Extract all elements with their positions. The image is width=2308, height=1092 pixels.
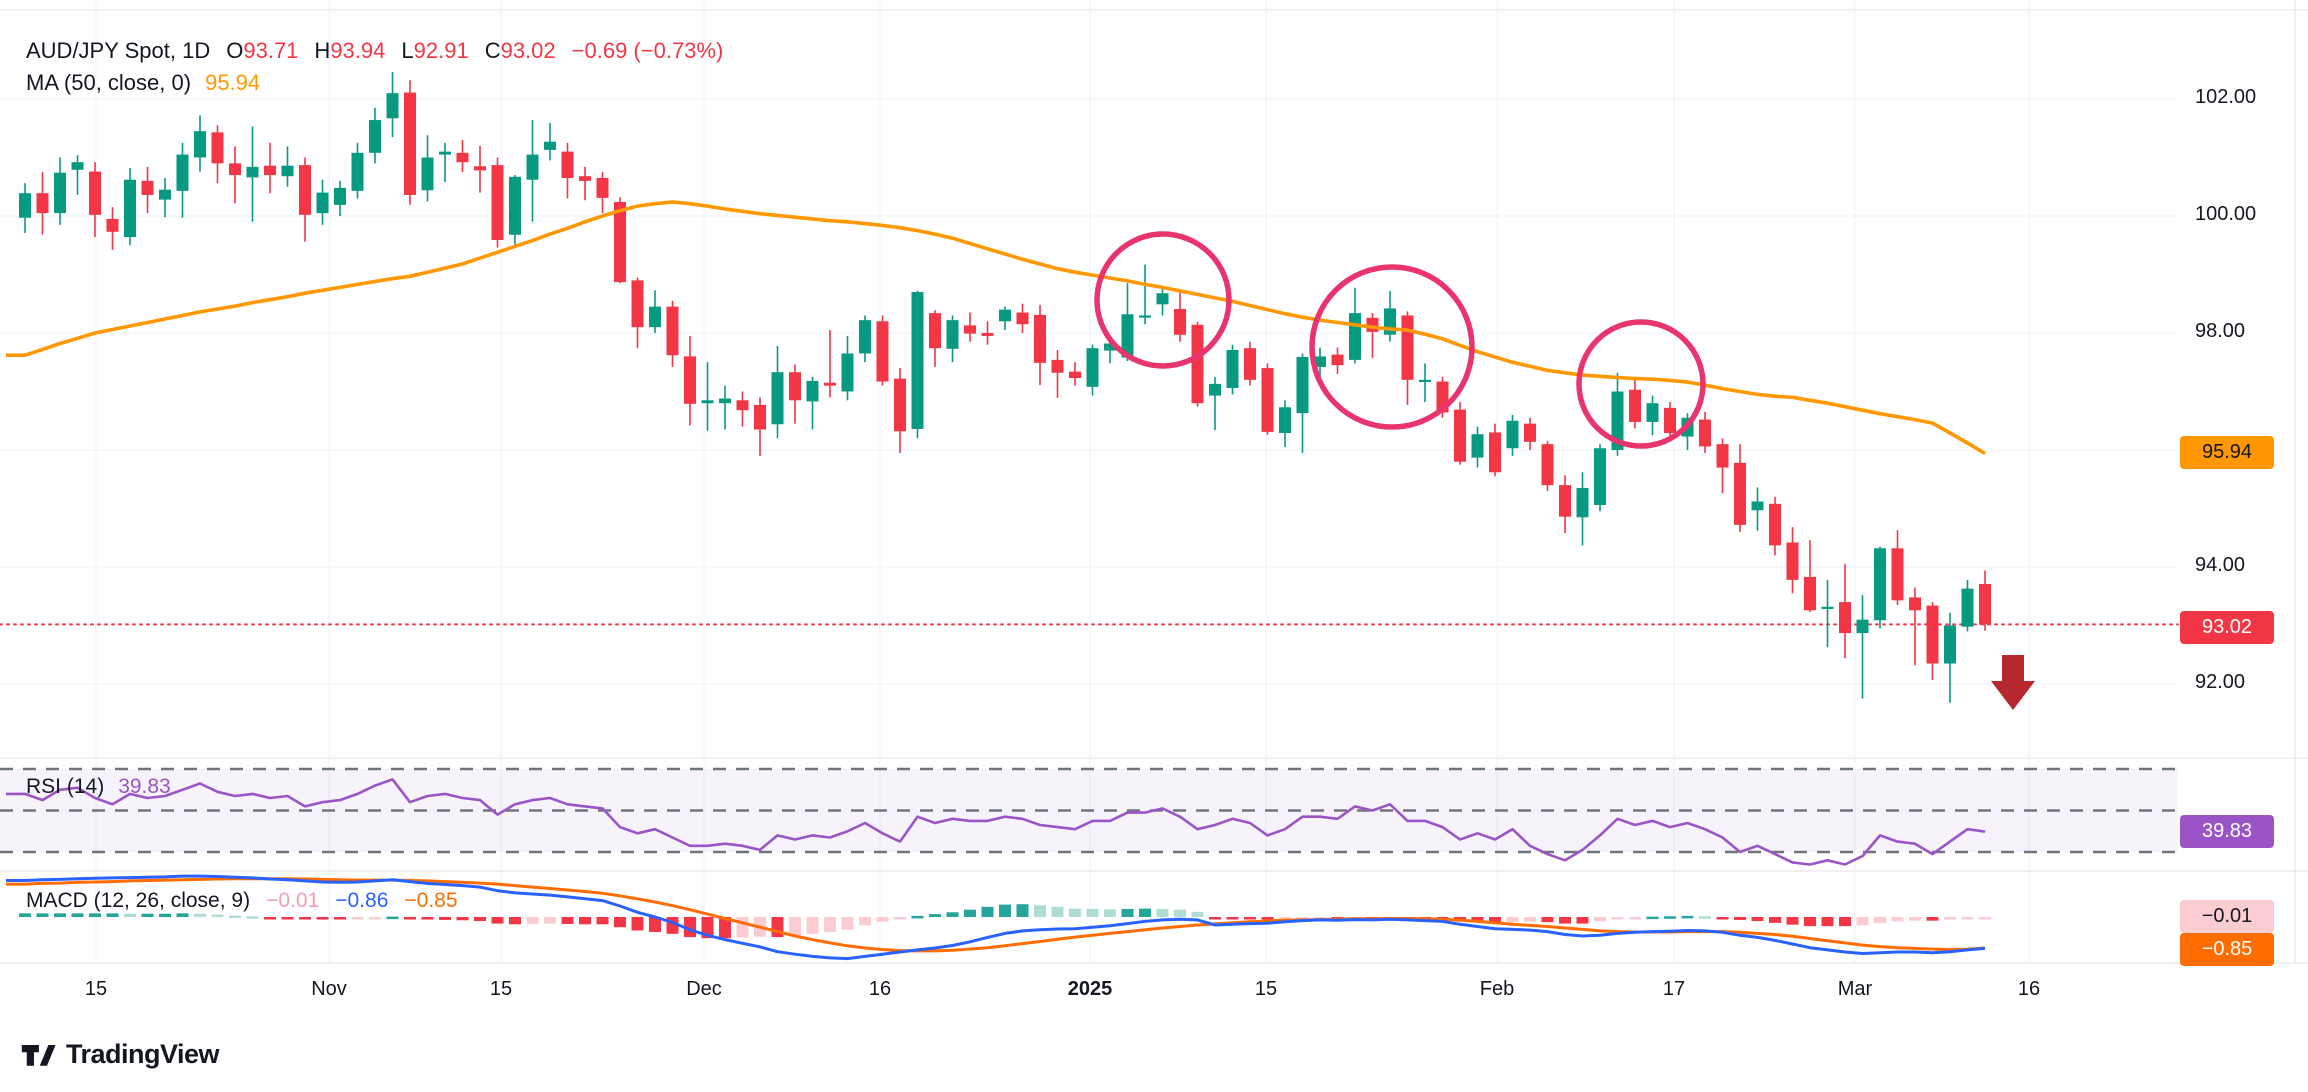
- time-axis-label: 17: [1662, 978, 1686, 1000]
- grid: [0, 0, 2178, 963]
- time-axis-label: 15: [1254, 978, 1278, 1000]
- macd-hist-badge: −0.01: [2180, 900, 2274, 933]
- rsi-label: RSI (14): [26, 775, 105, 798]
- price-axis-label: 92.00: [2195, 671, 2246, 693]
- macd-label: MACD (12, 26, close, 9): [26, 889, 251, 912]
- symbol-title: AUD/JPY Spot, 1D: [26, 38, 211, 63]
- ohlc-high: H93.94: [314, 38, 386, 63]
- rsi-band: [0, 767, 2178, 854]
- time-axis-label: 15: [489, 978, 513, 1000]
- time-axis-label: 15: [84, 978, 108, 1000]
- ohlc-low: L92.91: [401, 38, 469, 63]
- time-axis-label: Mar: [1837, 978, 1873, 1000]
- macd-legend: MACD (12, 26, close, 9) −0.01 −0.86 −0.8…: [26, 888, 458, 914]
- macd-signal-badge: −0.85: [2180, 933, 2274, 966]
- time-axis-label: 16: [868, 978, 892, 1000]
- last-price-badge: 93.02: [2180, 611, 2274, 644]
- macd-main-line: [6, 874, 1986, 961]
- time-axis-label: Nov: [311, 978, 347, 1000]
- rsi-legend: RSI (14) 39.83: [26, 774, 171, 800]
- symbol-legend: AUD/JPY Spot, 1D O93.71 H93.94 L92.91 C9…: [26, 38, 723, 64]
- time-axis-label: Dec: [686, 978, 722, 1000]
- macd-histogram: [19, 904, 1991, 939]
- price-axis-label: 100.00: [2195, 203, 2257, 225]
- ma50-line: [6, 200, 1986, 456]
- ma-legend: MA (50, close, 0) 95.94: [26, 70, 260, 96]
- ohlc-open: O93.71: [226, 38, 299, 63]
- macd-line-value: −0.86: [335, 889, 389, 912]
- tradingview-logo-icon: [21, 1045, 56, 1066]
- price-axis-label: 94.00: [2195, 554, 2246, 576]
- macd-signal-value: −0.85: [404, 889, 458, 912]
- tradingview-logo[interactable]: TradingView: [20, 1038, 220, 1070]
- price-axis-label: 98.00: [2195, 320, 2246, 342]
- rsi-line: [6, 778, 1986, 866]
- highlight-circle[interactable]: [1094, 231, 1232, 369]
- time-axis-label: 2025: [1067, 978, 1113, 1000]
- time-axis-label: Feb: [1479, 978, 1515, 1000]
- rsi-value-badge: 39.83: [2180, 815, 2274, 848]
- time-axis[interactable]: 15 Nov 15 Dec 16 2025 15 Feb 17 Mar 16: [0, 963, 2308, 1021]
- pane-borders: [0, 0, 2308, 964]
- down-arrow-marker[interactable]: [1991, 655, 2035, 710]
- highlight-circle[interactable]: [1576, 319, 1706, 449]
- rsi-value: 39.83: [118, 775, 171, 798]
- highlight-circle[interactable]: [1309, 264, 1475, 430]
- macd-hist-value: −0.01: [266, 889, 320, 912]
- time-axis-label: 16: [2017, 978, 2041, 1000]
- ma-label: MA (50, close, 0): [26, 70, 192, 95]
- ohlc-close: C93.02: [484, 38, 556, 63]
- ma-value: 95.94: [205, 70, 261, 95]
- tradingview-logo-text: TradingView: [66, 1038, 220, 1069]
- candlestick-series[interactable]: [19, 72, 1991, 703]
- price-axis-label: 102.00: [2195, 86, 2257, 108]
- ma-price-badge: 95.94: [2180, 436, 2274, 469]
- price-axis[interactable]: 95.94 93.02 39.83 −0.01 −0.85 102.00 100.…: [2131, 0, 2308, 966]
- change-value: −0.69 (−0.73%): [571, 38, 724, 63]
